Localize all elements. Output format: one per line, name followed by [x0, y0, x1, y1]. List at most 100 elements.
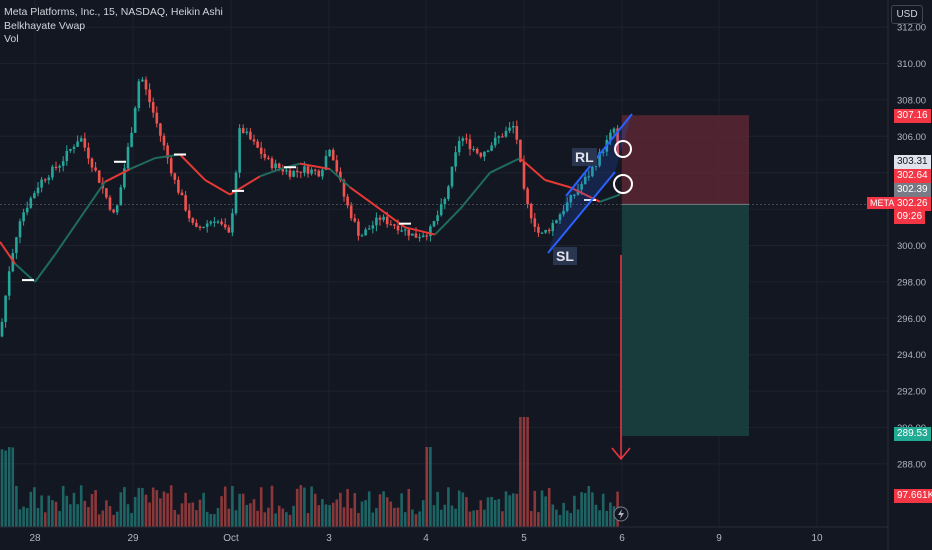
- candle-body: [551, 223, 555, 232]
- volume-bar: [526, 417, 529, 527]
- candle-body: [450, 166, 454, 187]
- candle-body: [328, 149, 331, 157]
- candle-body: [87, 147, 90, 159]
- candle-body: [58, 165, 61, 168]
- candle-body: [69, 148, 72, 151]
- ticker-label: META: [867, 197, 898, 209]
- volume-bar: [83, 500, 87, 527]
- candle-body: [112, 209, 115, 213]
- volume-bar: [166, 493, 169, 527]
- volume-bar: [97, 514, 101, 527]
- volume-bar: [133, 496, 137, 527]
- volume-bar: [558, 514, 562, 527]
- vwap-segment: [204, 179, 231, 196]
- candle-body: [15, 237, 18, 254]
- candle-body: [108, 197, 112, 210]
- candle-body: [281, 168, 285, 172]
- volume-bar: [33, 487, 36, 527]
- price-tick-label: 300.00: [897, 241, 926, 252]
- volume-bar: [364, 500, 367, 527]
- vwap-segment: [179, 153, 206, 181]
- candle-body: [270, 158, 274, 169]
- candle-body: [65, 150, 69, 162]
- candle-body: [526, 188, 529, 204]
- volume-bar: [342, 507, 346, 527]
- volume-bar: [65, 495, 69, 527]
- volume-bar: [22, 506, 25, 527]
- candle-body: [29, 198, 33, 208]
- volume-bar: [51, 500, 54, 527]
- stop-loss-zone: [622, 115, 749, 205]
- volume-bar: [180, 503, 184, 527]
- volume-bar: [306, 513, 310, 527]
- volume-bar: [393, 507, 396, 527]
- candle-body: [151, 102, 155, 113]
- volume-bar: [303, 487, 306, 527]
- volume-bar: [537, 512, 540, 527]
- volume-bar: [378, 494, 382, 527]
- candle-body: [303, 166, 306, 173]
- candle-body: [429, 226, 432, 236]
- candle-body: [418, 236, 421, 239]
- volume-bar: [223, 486, 227, 527]
- candle-body: [594, 165, 598, 167]
- candle-body: [580, 184, 583, 190]
- candle-body: [609, 132, 612, 140]
- candle-body: [155, 112, 159, 124]
- candle-body: [335, 160, 339, 172]
- volume-bar: [4, 450, 7, 527]
- time-tick-label: Oct: [223, 533, 239, 544]
- indicator-label[interactable]: Belkhayate Vwap: [4, 19, 86, 32]
- candle-body: [54, 166, 58, 168]
- candle-body: [493, 137, 497, 146]
- volume-bar: [371, 512, 375, 527]
- candle-body: [184, 195, 187, 211]
- candle-body: [385, 216, 389, 225]
- vwap-segment: [434, 208, 461, 236]
- candle-body: [324, 156, 328, 170]
- volume-bar: [274, 513, 277, 527]
- volume-bar: [396, 507, 400, 527]
- countdown-label: 09:26: [894, 210, 926, 224]
- candle-body: [497, 136, 501, 138]
- candle-body: [72, 146, 76, 149]
- vwap-segment: [129, 157, 156, 170]
- candle-body: [537, 226, 540, 233]
- volume-bar: [119, 492, 123, 527]
- candle-body: [249, 131, 252, 140]
- time-tick-label: 10: [811, 533, 823, 544]
- candle-body: [263, 153, 267, 158]
- time-tick-label: 6: [619, 533, 625, 544]
- last-close-label: 302.39: [894, 183, 931, 197]
- time-tick-label: 5: [521, 533, 527, 544]
- time-tick-label: 4: [423, 533, 429, 544]
- volume-label[interactable]: Vol: [4, 33, 19, 45]
- candle-body: [371, 225, 375, 229]
- candle-body: [227, 227, 231, 233]
- candle-body: [465, 138, 468, 140]
- candle-body: [425, 235, 429, 237]
- candle-body: [119, 187, 123, 206]
- vwap-segment: [519, 157, 546, 181]
- signal-circle: [613, 174, 633, 194]
- candle-body: [544, 229, 547, 233]
- candle-body: [173, 173, 177, 180]
- volume-bar: [569, 512, 573, 527]
- candle-body: [555, 220, 558, 224]
- candle-body: [90, 158, 94, 168]
- candle-body: [162, 135, 166, 146]
- volume-bar: [331, 502, 335, 527]
- volume-bar: [472, 510, 475, 527]
- volume-bar: [349, 508, 353, 527]
- candle-body: [231, 213, 234, 233]
- volume-bar: [540, 490, 544, 527]
- candle-body: [378, 217, 382, 220]
- symbol-title[interactable]: Meta Platforms, Inc., 15, NASDAQ, Heikin…: [4, 6, 223, 18]
- candle-body: [94, 167, 97, 171]
- vwap-segment: [0, 241, 16, 265]
- currency-button[interactable]: USD: [891, 5, 923, 24]
- volume-bar: [101, 510, 105, 527]
- volume-bar: [450, 505, 454, 527]
- volume-bar: [522, 417, 526, 527]
